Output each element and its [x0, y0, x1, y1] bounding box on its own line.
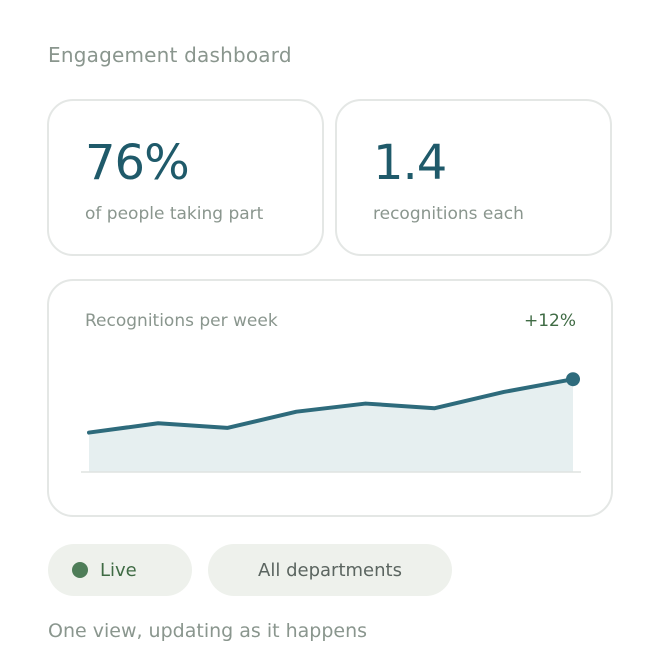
chart-delta-badge: +12% — [523, 311, 576, 331]
chart-series-line — [87, 377, 575, 435]
department-filter-pill[interactable]: All departments — [208, 544, 452, 596]
recognitions-label: recognitions each — [373, 204, 524, 224]
page-title: Engagement dashboard — [48, 43, 292, 67]
live-status-dot-icon — [72, 562, 88, 578]
chart-area-fill — [89, 379, 573, 472]
weekly-recognitions-chart — [81, 372, 581, 473]
participation-value: 76% — [85, 135, 190, 191]
chart-latest-point — [566, 372, 580, 387]
department-label: All departments — [258, 559, 402, 581]
recognitions-stat-card: 1.4 recognitions each — [335, 99, 612, 256]
chart-title: Recognitions per week — [85, 311, 278, 331]
participation-label: of people taking part — [85, 204, 264, 224]
footer-caption: One view, updating as it happens — [48, 620, 368, 642]
participation-stat-card: 76% of people taking part — [47, 99, 324, 256]
recognitions-value: 1.4 — [373, 135, 447, 191]
live-filter-pill[interactable]: Live — [48, 544, 192, 596]
live-label: Live — [100, 559, 137, 581]
weekly-recognitions-chart-card: Recognitions per week +12% — [47, 279, 613, 517]
